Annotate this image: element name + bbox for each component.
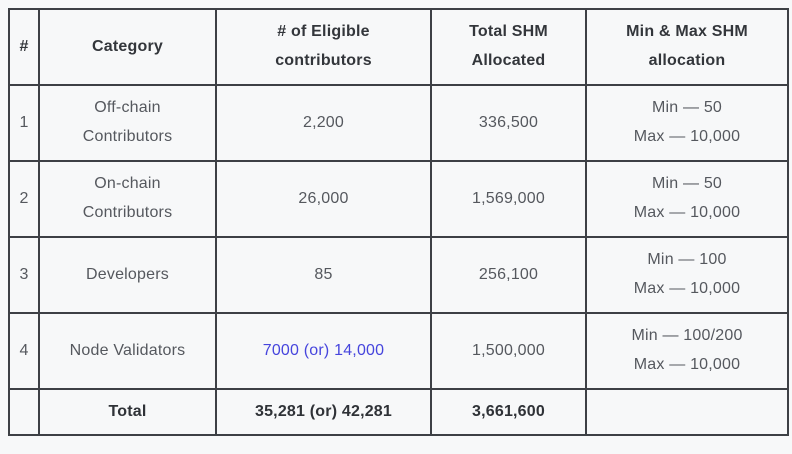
cell-total-shm-sum: 3,661,600 (430, 388, 587, 436)
cell-total-label: Total (38, 388, 217, 436)
header-eligible-label: # of Eligible contributors (275, 23, 372, 69)
category-label: Node Validators (69, 341, 186, 359)
max-value: Max — 10,000 (633, 356, 741, 373)
cell-num: 4 (8, 312, 40, 390)
category-label: On-chain Contributors (82, 175, 173, 221)
cell-eligible: 85 (215, 236, 432, 314)
cell-eligible-link[interactable]: 7000 (or) 14,000 (215, 312, 432, 390)
min-value: Min — 50 (651, 175, 723, 193)
header-total-shm-label: Total SHM Allocated (469, 23, 548, 69)
cell-category: Node Validators (38, 312, 217, 390)
header-row: # Category # of Eligible contributors To… (8, 8, 789, 86)
max-value: Max — 10,000 (633, 128, 741, 145)
header-min-max: Min & Max SHM allocation (585, 8, 789, 86)
cell-total-shm: 1,500,000 (430, 312, 587, 390)
table-row: 4 Node Validators 7000 (or) 14,000 1,500… (8, 312, 789, 390)
header-num: # (8, 8, 40, 86)
cell-min-max: Min — 100 Max — 10,000 (585, 236, 789, 314)
cell-total-shm: 1,569,000 (430, 160, 587, 238)
max-value: Max — 10,000 (633, 280, 741, 297)
cell-num: 1 (8, 84, 40, 162)
max-value: Max — 10,000 (633, 204, 741, 221)
cell-category: On-chain Contributors (38, 160, 217, 238)
allocation-table: # Category # of Eligible contributors To… (8, 8, 789, 436)
cell-num: 3 (8, 236, 40, 314)
table-row: 1 Off-chain Contributors 2,200 336,500 M… (8, 84, 789, 162)
category-label: Developers (86, 265, 169, 283)
min-value: Min — 50 (651, 99, 723, 117)
table-row: 3 Developers 85 256,100 Min — 100 Max — … (8, 236, 789, 314)
table-row: 2 On-chain Contributors 26,000 1,569,000… (8, 160, 789, 238)
cell-category: Developers (38, 236, 217, 314)
cell-total-eligible: 35,281 (or) 42,281 (215, 388, 432, 436)
min-value: Min — 100/200 (631, 327, 743, 345)
total-row: Total 35,281 (or) 42,281 3,661,600 (8, 388, 789, 436)
cell-min-max-empty (585, 388, 789, 436)
header-min-max-label: Min & Max SHM allocation (626, 23, 748, 69)
header-total-shm: Total SHM Allocated (430, 8, 587, 86)
min-value: Min — 100 (647, 251, 727, 269)
cell-total-shm: 336,500 (430, 84, 587, 162)
cell-total-shm: 256,100 (430, 236, 587, 314)
cell-num-empty (8, 388, 40, 436)
cell-category: Off-chain Contributors (38, 84, 217, 162)
cell-eligible: 26,000 (215, 160, 432, 238)
cell-eligible: 2,200 (215, 84, 432, 162)
cell-min-max: Min — 100/200 Max — 10,000 (585, 312, 789, 390)
header-eligible: # of Eligible contributors (215, 8, 432, 86)
cell-num: 2 (8, 160, 40, 238)
header-category: Category (38, 8, 217, 86)
cell-min-max: Min — 50 Max — 10,000 (585, 84, 789, 162)
cell-min-max: Min — 50 Max — 10,000 (585, 160, 789, 238)
category-label: Off-chain Contributors (82, 99, 173, 145)
